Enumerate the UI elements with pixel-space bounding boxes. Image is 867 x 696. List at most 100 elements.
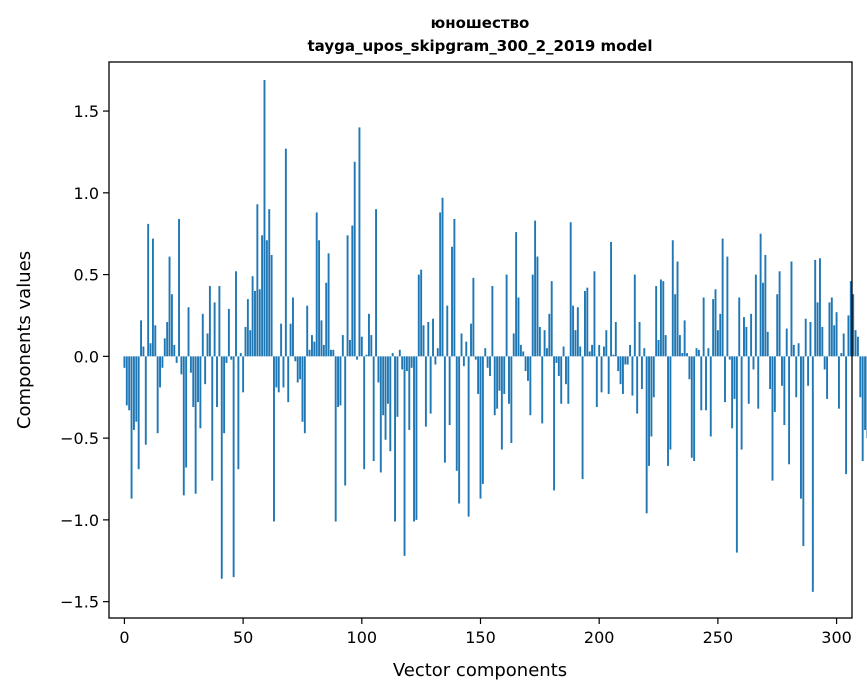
bar (192, 356, 195, 408)
bar (154, 325, 157, 357)
bar (738, 297, 741, 357)
bar (232, 356, 235, 578)
bar (745, 326, 748, 357)
bar (211, 356, 214, 481)
bar (348, 340, 351, 357)
bar (686, 353, 688, 357)
bar (690, 356, 693, 458)
bar (175, 356, 178, 363)
bar (560, 356, 563, 404)
bar (249, 330, 252, 357)
bar (277, 356, 280, 393)
bar (565, 356, 567, 385)
bar (740, 356, 743, 450)
bar (538, 326, 541, 357)
bar (356, 356, 359, 360)
bar (683, 320, 686, 357)
bar (852, 294, 855, 357)
bar (764, 254, 767, 357)
y-tick-label: −0.5 (60, 429, 99, 448)
bar (379, 356, 382, 473)
bar (420, 269, 423, 357)
bar (180, 356, 183, 375)
bar (311, 335, 313, 357)
bar (598, 344, 601, 357)
bar (859, 356, 862, 398)
bar (854, 330, 857, 357)
bar (313, 341, 316, 357)
bar (327, 253, 330, 357)
bar (631, 356, 634, 396)
bar (481, 356, 484, 484)
bar (678, 335, 681, 357)
bar (543, 330, 546, 357)
bar (536, 256, 539, 357)
bar (394, 356, 396, 522)
bar (828, 302, 831, 357)
bar (377, 356, 380, 383)
bar (619, 356, 622, 385)
bar (173, 344, 176, 357)
bar (325, 282, 328, 357)
bar (489, 356, 491, 376)
bar (258, 289, 261, 357)
bar (707, 348, 710, 357)
bar (292, 297, 294, 357)
y-tick-label: 0.0 (74, 347, 99, 366)
bar (655, 286, 658, 357)
bar (337, 356, 340, 408)
bar (280, 323, 283, 357)
bar (750, 313, 753, 357)
bar (194, 356, 197, 494)
bar (458, 356, 461, 504)
y-tick-label: 0.5 (74, 266, 99, 285)
bar (375, 209, 377, 357)
bar (140, 320, 142, 357)
bar (802, 356, 805, 547)
bar (218, 286, 221, 357)
bar (579, 346, 582, 357)
bar (766, 331, 769, 357)
bar (429, 356, 432, 414)
bar (574, 330, 577, 357)
bar (778, 271, 781, 357)
x-axis-ticks: 0 50 100 150 200 250 300 (119, 618, 852, 647)
bar (332, 349, 335, 357)
bar (465, 341, 468, 357)
bar (602, 346, 605, 357)
bar (845, 356, 848, 475)
bar (826, 356, 829, 399)
bar (776, 294, 779, 357)
bar (733, 356, 736, 399)
bar (550, 281, 553, 357)
bar (705, 356, 707, 411)
bar (519, 344, 522, 357)
bar (621, 356, 624, 394)
bar (762, 282, 764, 357)
bar (735, 356, 738, 553)
bar (273, 356, 275, 522)
chart-title: юношество (431, 14, 530, 32)
bar (714, 289, 717, 357)
bar (629, 344, 631, 357)
bar (837, 356, 840, 409)
bar (724, 356, 726, 403)
bar (142, 346, 145, 357)
bar (595, 356, 598, 408)
bar (396, 356, 399, 417)
bar (477, 356, 480, 394)
bar (569, 222, 572, 357)
x-tick-label: 250 (703, 628, 734, 647)
bar (408, 356, 411, 430)
bar (607, 356, 610, 394)
bar (479, 356, 482, 499)
bar (455, 356, 458, 471)
bar (719, 313, 722, 357)
bar (496, 356, 499, 409)
bar (541, 356, 544, 424)
y-axis-label: Components values (14, 251, 35, 429)
bar (795, 356, 798, 398)
bar (242, 356, 245, 393)
bar (522, 351, 525, 357)
